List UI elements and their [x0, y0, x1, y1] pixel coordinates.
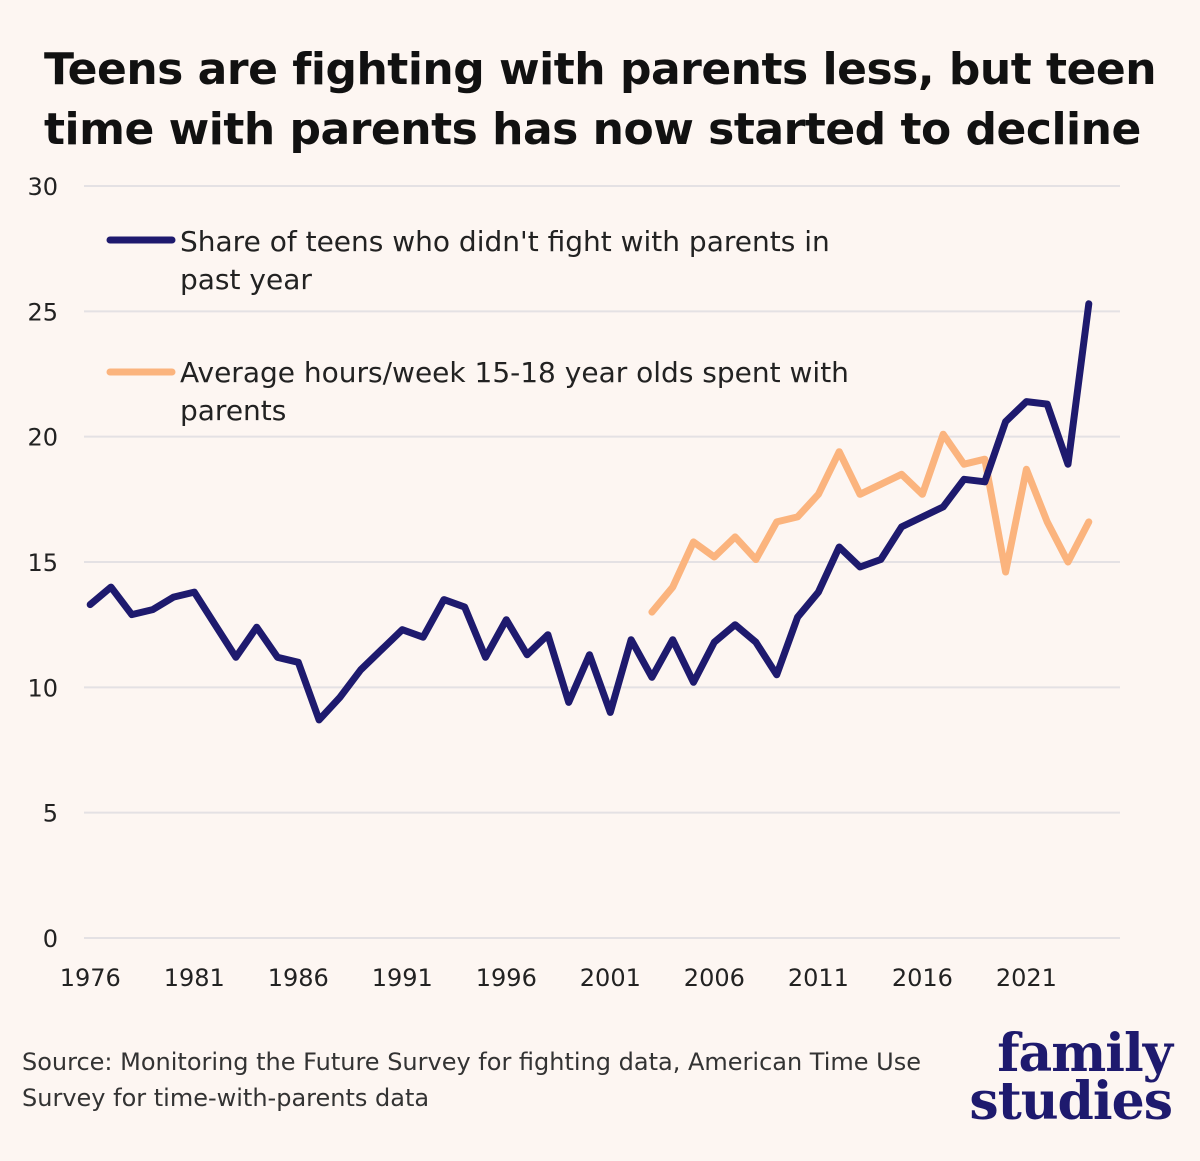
legend-label-hours-line2: parents [180, 394, 286, 427]
legend: Share of teens who didn't fight with par… [106, 225, 858, 427]
x-tick-label: 1981 [164, 964, 225, 992]
x-tick-label: 1986 [268, 964, 329, 992]
x-tick-label: 2001 [580, 964, 641, 992]
source-note: Source: Monitoring the Future Survey for… [22, 1048, 922, 1112]
x-axis-ticks: 1976 1981 1986 1991 1996 2001 2006 2011 2016 2021 [60, 964, 1057, 992]
x-tick-label: 2021 [996, 964, 1057, 992]
family-studies-logo: family studies [952, 1023, 1173, 1132]
logo-line-2: studies [969, 1071, 1173, 1132]
legend-label-hours: Average hours/week 15-18 year olds spent… [180, 356, 858, 427]
logo-line-1: family [997, 1023, 1173, 1084]
y-tick-label: 5 [43, 800, 58, 828]
legend-label-fight: Share of teens who didn't fight with par… [180, 225, 839, 296]
series-lines [86, 300, 1093, 724]
y-tick-label: 20 [27, 424, 58, 452]
legend-label-fight-line1: Share of teens who didn't fight with par… [180, 225, 830, 258]
y-tick-label: 10 [27, 674, 58, 702]
y-tick-label: 25 [27, 298, 58, 326]
x-tick-label: 1991 [372, 964, 433, 992]
legend-label-hours-line1: Average hours/week 15-18 year olds spent… [180, 356, 849, 389]
gridlines [84, 185, 1120, 939]
x-tick-label: 1976 [60, 964, 121, 992]
x-tick-label: 1996 [476, 964, 537, 992]
y-tick-label: 15 [27, 549, 58, 577]
x-tick-label: 2006 [684, 964, 745, 992]
y-axis-ticks: 0 5 10 15 20 25 30 [27, 173, 58, 953]
x-tick-label: 2016 [892, 964, 953, 992]
chart-title: Teens are fighting with parents less, bu… [44, 44, 1157, 155]
legend-label-fight-line2: past year [180, 263, 312, 296]
series-line-fight [86, 300, 1093, 724]
x-tick-label: 2011 [788, 964, 849, 992]
series-line-hours [648, 430, 1093, 616]
y-tick-label: 30 [27, 173, 58, 201]
y-tick-label: 0 [43, 925, 58, 953]
